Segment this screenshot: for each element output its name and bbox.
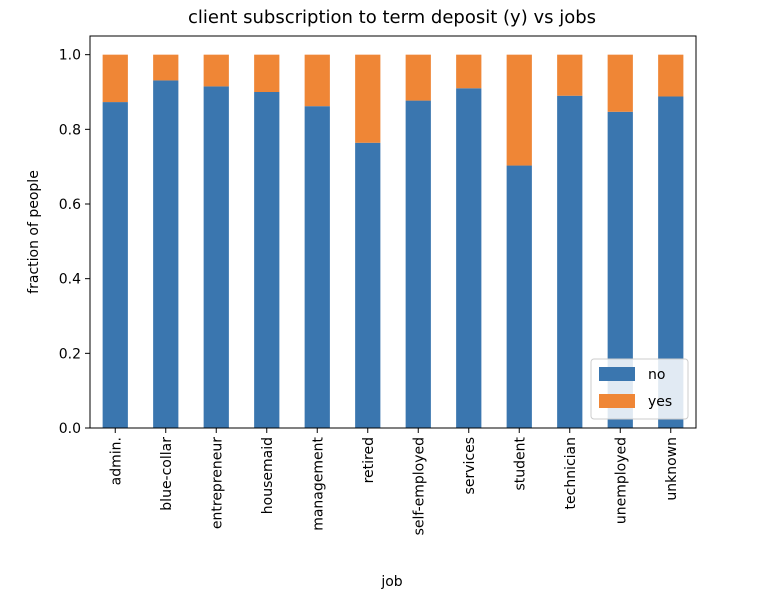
- bar-yes-2: [203, 54, 229, 87]
- bar-yes-4: [304, 54, 330, 107]
- bar-no-6: [405, 100, 431, 428]
- y-axis: 0.0 0.2 0.4 0.6 0.8 1.0: [59, 48, 90, 437]
- chart-title: client subscription to term deposit (y) …: [188, 7, 596, 28]
- legend-swatch-no: [599, 367, 635, 381]
- y-tick-label: 0.2: [59, 346, 81, 362]
- y-tick-label: 0.6: [59, 197, 81, 213]
- x-tick-label: retired: [361, 437, 377, 483]
- legend: no yes: [590, 358, 689, 420]
- bar-no-5: [355, 142, 381, 428]
- plot-frame: [89, 35, 697, 429]
- bar-yes-7: [456, 54, 482, 89]
- x-axis: admin. blue-collar entrepreneur housemaid ma…: [108, 428, 680, 535]
- legend-label-no: no: [648, 367, 665, 383]
- bar-no-4: [304, 106, 330, 428]
- x-tick-label: unknown: [664, 437, 680, 501]
- bars-group: [102, 54, 684, 429]
- bar-yes-1: [153, 54, 179, 81]
- x-tick-label: unemployed: [613, 437, 629, 524]
- y-tick-label: 0.8: [59, 122, 81, 138]
- y-tick-label: 1.0: [59, 48, 81, 64]
- y-tick-label: 0.4: [59, 272, 81, 288]
- bar-yes-3: [254, 54, 280, 92]
- bar-no-7: [456, 88, 482, 429]
- x-tick-label: self-employed: [411, 437, 427, 535]
- bar-no-8: [506, 165, 532, 429]
- y-tick-label: 0.0: [59, 421, 81, 437]
- bar-no-3: [254, 92, 280, 428]
- x-tick-label: management: [310, 437, 326, 531]
- y-axis-label: fraction of people: [26, 170, 42, 294]
- x-axis-label: job: [380, 574, 402, 590]
- x-tick-label: entrepreneur: [209, 437, 225, 529]
- bar-no-1: [153, 80, 179, 429]
- bar-yes-9: [557, 54, 583, 96]
- bar-no-9: [557, 95, 583, 428]
- bar-no-2: [203, 86, 229, 429]
- x-tick-label: admin.: [108, 437, 124, 485]
- x-tick-label: technician: [563, 437, 579, 509]
- bar-yes-5: [355, 54, 381, 143]
- bar-yes-8: [506, 54, 532, 166]
- bar-yes-11: [658, 54, 684, 97]
- legend-label-yes: yes: [648, 394, 672, 410]
- bar-yes-6: [405, 54, 431, 101]
- bar-yes-0: [102, 54, 128, 103]
- bar-yes-10: [607, 54, 633, 112]
- x-tick-label: housemaid: [260, 437, 276, 514]
- x-tick-label: student: [512, 437, 528, 491]
- bar-no-0: [102, 102, 128, 428]
- x-tick-label: services: [462, 437, 478, 494]
- x-tick-label: blue-collar: [159, 437, 175, 511]
- legend-swatch-yes: [599, 394, 635, 408]
